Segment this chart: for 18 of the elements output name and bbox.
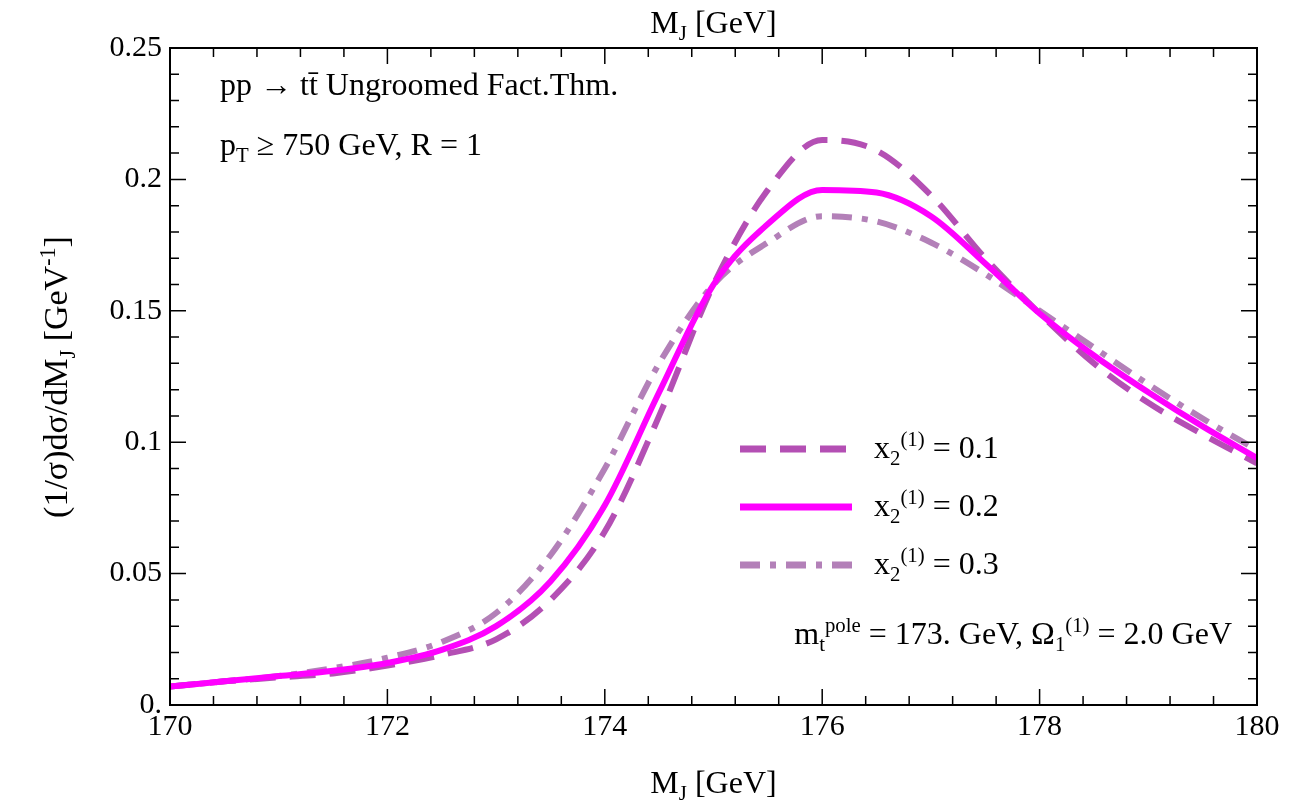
legend-label: x$_{2}$$^{(1)}$ = 0.3 [874, 543, 999, 587]
x-tick-label: 180 [1234, 707, 1280, 741]
x-tick-label: 178 [1017, 707, 1063, 741]
y-tick-label: 0.25 [109, 28, 162, 62]
chart-title: M$_{J}$ [GeV] [650, 4, 777, 45]
y-tick-label: 0.15 [109, 291, 162, 325]
x-axis-title: M$_{J}$ [GeV] [650, 764, 777, 805]
y-tick-label: 0.1 [124, 423, 162, 457]
legend-label: x$_{2}$$^{(1)}$ = 0.2 [874, 485, 999, 529]
y-tick-label: 0.2 [124, 160, 162, 194]
x-tick-label: 172 [364, 707, 410, 741]
x-tick-label: 176 [799, 707, 845, 741]
annotation: m$_{t}$$^{pole}$ = 173. GeV, Ω$_{1}$$^{(1)}$ = 2.0 GeV [794, 613, 1232, 656]
annotation: p$_{T}$ ≥ 750 GeV, R = 1 [220, 126, 482, 167]
x-tick-label: 174 [582, 707, 628, 741]
annotation: pp → tt̄ Ungroomed Fact.Thm. [220, 66, 619, 102]
legend-label: x$_{2}$$^{(1)}$ = 0.1 [874, 427, 999, 471]
y-tick-label: 0.05 [109, 554, 162, 588]
